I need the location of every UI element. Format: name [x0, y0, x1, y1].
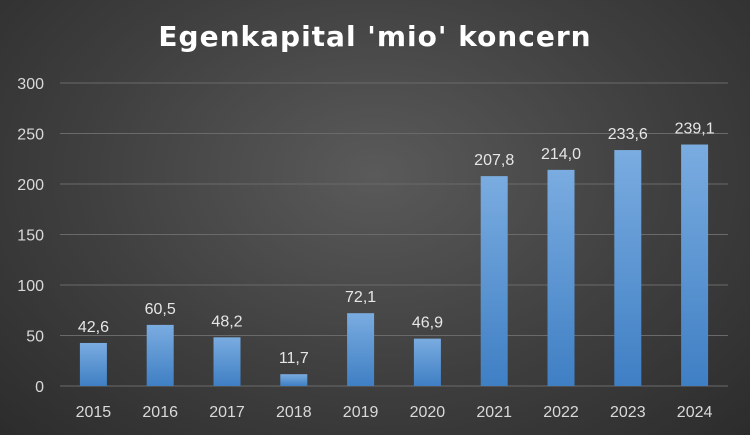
x-tick-label: 2019 [343, 404, 379, 421]
data-label-2019: 72,1 [345, 289, 376, 306]
x-tick-label: 2018 [276, 404, 312, 421]
data-label-2015: 42,6 [78, 319, 109, 336]
bar-2017 [213, 337, 241, 386]
bar-2019 [347, 313, 375, 386]
data-label-2016: 60,5 [145, 301, 176, 318]
data-label-2017: 48,2 [211, 313, 242, 330]
data-label-2020: 46,9 [412, 315, 443, 332]
x-tick-label: 2023 [610, 404, 646, 421]
y-tick-label: 0 [35, 379, 44, 396]
bar-2016 [146, 324, 174, 386]
bar-2023 [614, 150, 642, 386]
y-tick-label: 100 [17, 278, 44, 295]
data-label-2018: 11,7 [279, 350, 309, 367]
y-tick-label: 150 [17, 228, 44, 245]
x-tick-label: 2021 [476, 404, 512, 421]
data-label-2023: 233,6 [608, 126, 648, 143]
bar-2020 [413, 338, 441, 386]
bar-2024 [681, 144, 709, 386]
x-tick-label: 2016 [142, 404, 178, 421]
x-tick-label: 2020 [410, 404, 446, 421]
chart-title: Egenkapital 'mio' koncern [158, 20, 592, 53]
y-tick-label: 250 [17, 127, 44, 144]
bar-2022 [547, 169, 575, 386]
y-tick-label: 200 [17, 177, 44, 194]
y-tick-label: 50 [26, 329, 44, 346]
data-label-2021: 207,8 [474, 152, 514, 169]
bar-2015 [79, 342, 107, 386]
x-tick-label: 2024 [677, 404, 713, 421]
x-tick-label: 2022 [543, 404, 579, 421]
bar-2018 [280, 374, 308, 386]
y-tick-label: 300 [17, 76, 44, 93]
x-tick-label: 2015 [76, 404, 112, 421]
x-tick-label: 2017 [209, 404, 245, 421]
bar-2021 [480, 176, 508, 386]
data-label-2024: 239,1 [675, 121, 715, 138]
data-label-2022: 214,0 [541, 146, 581, 163]
